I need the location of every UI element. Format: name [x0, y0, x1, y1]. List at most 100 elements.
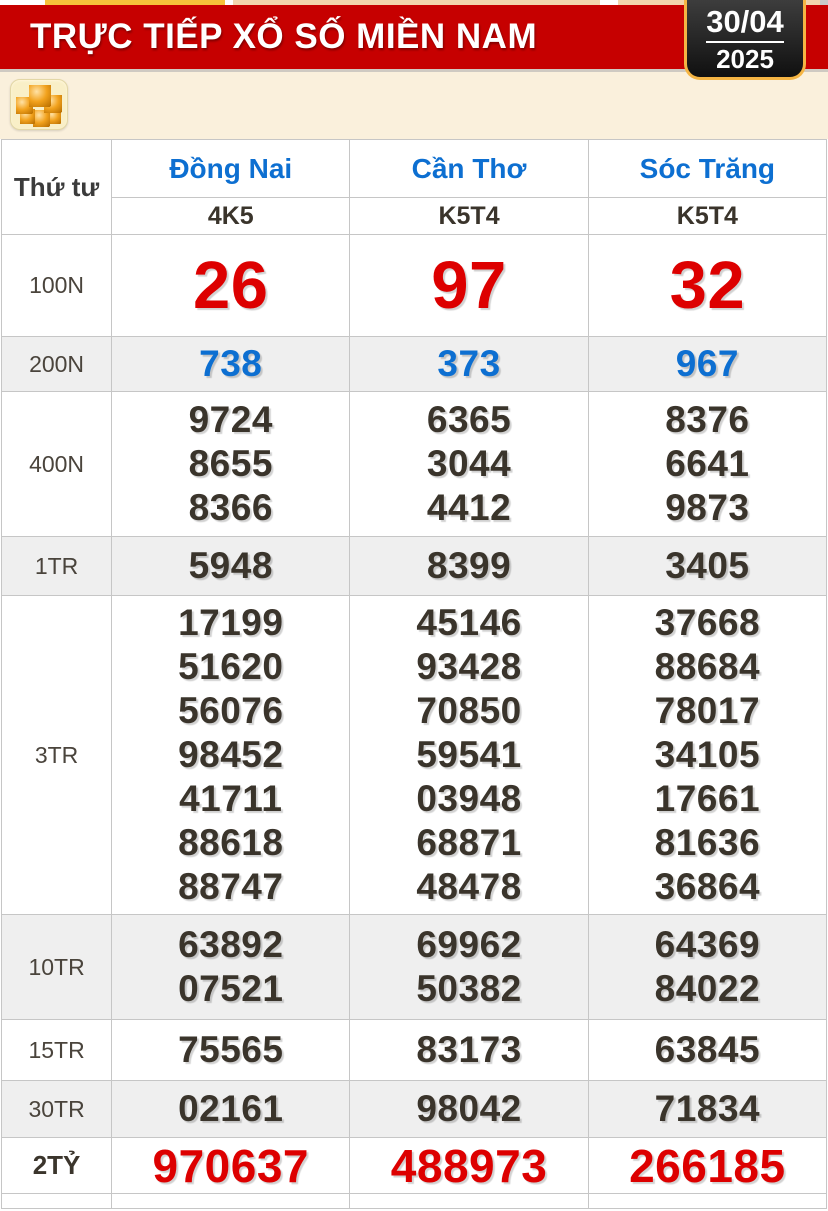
prize-label: 3TR [0, 595, 113, 915]
prize-number: 48478 [416, 866, 522, 907]
partial-next-row [0, 1193, 828, 1209]
prize-number: 32 [669, 247, 746, 323]
prize-number: 78017 [654, 690, 761, 731]
prize-cell: 64369 84022 [587, 914, 828, 1020]
banner-segment-gold [45, 0, 225, 5]
prize-cell: 02161 [111, 1080, 351, 1138]
prize-number: 07521 [178, 968, 284, 1009]
prize-number: 967 [675, 343, 739, 384]
province-header-1[interactable]: Cần Thơ [349, 139, 589, 198]
date-day-month: 30/04 [706, 3, 784, 39]
prize-number: 98452 [178, 734, 284, 775]
prize-cell: 970637 [111, 1137, 351, 1194]
prize-cell: 3405 [587, 536, 828, 596]
prize-number: 63892 [178, 924, 284, 965]
prize-cell: 373 [349, 336, 589, 392]
lottery-balls-icon[interactable] [10, 79, 68, 130]
prize-number: 36864 [654, 866, 761, 907]
prize-number: 488973 [390, 1139, 548, 1192]
prize-cell: 266185 [587, 1137, 828, 1194]
prize-cell: 71834 [587, 1080, 828, 1138]
table-head: Thứ tư Đồng Nai Cần Thơ Sóc Trăng 4K5 K5T4 K5T… [0, 139, 828, 235]
prize-row-3TR: 3TR 17199 51620 56076 98452 41711 88618 88747 45… [0, 595, 828, 915]
prize-row-2TỶ: 2TỶ 970637 488973 266185 [0, 1137, 828, 1194]
prize-cell: 37668 88684 78017 34105 17661 81636 36864 [587, 595, 828, 915]
partial-cell [111, 1193, 351, 1209]
prize-cell: 6365 3044 4412 [349, 391, 589, 537]
prize-cell: 32 [587, 234, 828, 337]
prize-label: 200N [0, 336, 113, 392]
province-header-0[interactable]: Đồng Nai [111, 139, 351, 198]
prize-number: 64369 [654, 924, 761, 965]
date-year: 2025 [716, 43, 774, 74]
prize-number: 17661 [654, 778, 761, 819]
prize-number: 75565 [178, 1029, 284, 1070]
prize-label: 10TR [0, 914, 113, 1020]
prize-number: 70850 [416, 690, 522, 731]
prize-number: 9873 [665, 487, 750, 528]
prize-cell: 97 [349, 234, 589, 337]
prize-number: 41711 [179, 778, 283, 819]
banner-segment-tan-left [233, 0, 600, 5]
prize-number: 68871 [416, 822, 522, 863]
prize-label: 100N [0, 234, 113, 337]
prize-number: 3405 [665, 545, 750, 586]
draw-code-2: K5T4 [587, 197, 828, 235]
prize-number: 50382 [416, 968, 522, 1009]
prize-label: 15TR [0, 1019, 113, 1081]
prize-row-10TR: 10TR 63892 07521 69962 50382 64369 84022 [0, 914, 828, 1020]
prize-cell: 83173 [349, 1019, 589, 1081]
prize-number: 88747 [178, 866, 284, 907]
draw-code-0: 4K5 [111, 197, 351, 235]
prize-row-200N: 200N 738 373 967 [0, 336, 828, 392]
province-header-2[interactable]: Sóc Trăng [587, 139, 828, 198]
prize-cell: 75565 [111, 1019, 351, 1081]
partial-cell [0, 1193, 113, 1209]
prize-cell: 967 [587, 336, 828, 392]
prize-row-30TR: 30TR 02161 98042 71834 [0, 1080, 828, 1138]
prize-number: 5948 [188, 545, 273, 586]
prize-number: 9724 [188, 399, 273, 440]
prize-label: 30TR [0, 1080, 113, 1138]
prize-cell: 9724 8655 8366 [111, 391, 351, 537]
prize-number: 02161 [178, 1088, 284, 1129]
results-table: Thứ tư Đồng Nai Cần Thơ Sóc Trăng 4K5 K5T4 K5T… [0, 139, 828, 1209]
partial-cell [587, 1193, 828, 1209]
page-title: TRỰC TIẾP XỔ SỐ MIỀN NAM [30, 17, 538, 56]
prize-number: 8655 [188, 443, 273, 484]
prize-number: 8366 [188, 487, 273, 528]
prize-number: 88684 [654, 646, 761, 687]
prize-number: 63845 [654, 1029, 761, 1070]
prize-label: 400N [0, 391, 113, 537]
prize-cell: 69962 50382 [349, 914, 589, 1020]
prize-number: 3044 [426, 443, 512, 484]
prize-cell: 63845 [587, 1019, 828, 1081]
prize-number: 970637 [152, 1139, 310, 1192]
prize-number: 6365 [426, 399, 512, 440]
prize-cell: 8376 6641 9873 [587, 391, 828, 537]
date-selector[interactable]: 30/04 2025 [684, 0, 806, 80]
prize-number: 26 [193, 247, 269, 323]
prize-row-400N: 400N 9724 8655 8366 6365 3044 4412 8376 6641 9873 [0, 391, 828, 537]
prize-cell: 45146 93428 70850 59541 03948 68871 48478 [349, 595, 589, 915]
prize-number: 17199 [178, 602, 284, 643]
prize-number: 37668 [654, 602, 761, 643]
toolbar-strip [0, 72, 828, 139]
prize-row-100N: 100N 26 97 32 [0, 234, 828, 337]
banner-segment-gray [820, 0, 828, 5]
prize-number: 88618 [178, 822, 284, 863]
prize-label: 1TR [0, 536, 113, 596]
prize-number: 03948 [416, 778, 522, 819]
prize-number: 34105 [654, 734, 761, 775]
weekday-label: Thứ tư [0, 139, 113, 235]
prize-number: 93428 [416, 646, 522, 687]
prize-row-15TR: 15TR 75565 83173 63845 [0, 1019, 828, 1081]
prize-number: 97 [431, 247, 507, 323]
prize-number: 6641 [665, 443, 750, 484]
table-body: 100N 26 97 32 200N 738 373 967 400N 9724 8655 8366 6… [0, 234, 828, 1209]
prize-number: 83173 [416, 1029, 522, 1070]
prize-number: 45146 [416, 602, 522, 643]
prize-number: 84022 [654, 968, 761, 1009]
prize-number: 266185 [629, 1139, 786, 1192]
prize-cell: 63892 07521 [111, 914, 351, 1020]
